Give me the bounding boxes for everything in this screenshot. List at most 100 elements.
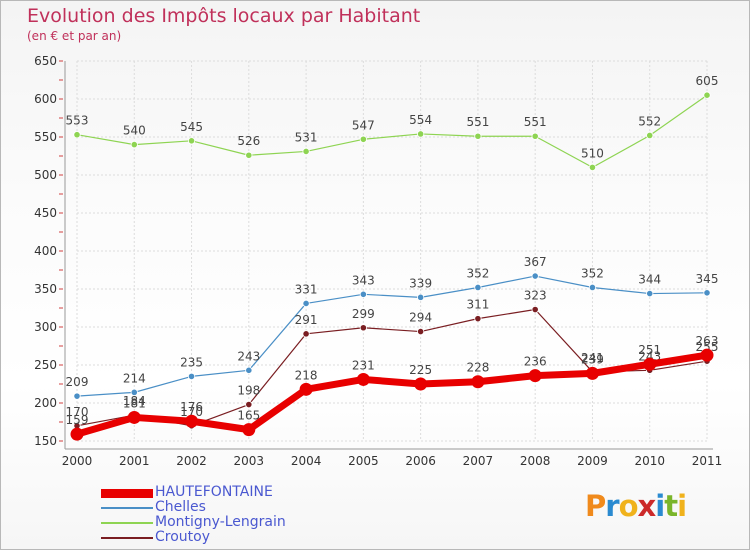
logo-letter: r xyxy=(605,489,619,523)
data-label-chelles: 344 xyxy=(638,273,661,287)
legend-label-montigny-lengrain: Montigny-Lengrain xyxy=(155,514,286,530)
y-tick-label: 200 xyxy=(34,396,57,410)
data-point-chelles xyxy=(302,299,310,308)
data-label-hautefontaine: 236 xyxy=(524,355,547,369)
logo-letter: i xyxy=(677,489,687,523)
data-point-montigny-lengrain xyxy=(187,137,196,145)
data-point-montigny-lengrain xyxy=(359,135,367,143)
data-label-montigny-lengrain: 540 xyxy=(123,124,146,138)
data-point-chelles xyxy=(417,293,425,301)
data-label-montigny-lengrain: 531 xyxy=(295,130,318,144)
x-tick-label: 2004 xyxy=(291,454,322,468)
data-label-montigny-lengrain: 552 xyxy=(638,114,661,128)
logo-letter: x xyxy=(637,489,657,523)
legend-swatch-hautefontaine xyxy=(101,488,153,498)
data-label-croutoy: 311 xyxy=(466,298,489,312)
data-point-chelles xyxy=(531,272,539,280)
data-point-chelles xyxy=(474,283,482,292)
data-point-montigny-lengrain xyxy=(646,131,654,140)
data-label-chelles: 209 xyxy=(66,375,89,389)
x-tick-label: 2002 xyxy=(176,454,207,468)
data-label-montigny-lengrain: 605 xyxy=(696,74,719,88)
data-label-montigny-lengrain: 526 xyxy=(237,134,260,148)
y-tick-label: 550 xyxy=(34,130,57,144)
data-label-croutoy: 299 xyxy=(352,307,375,321)
data-point-hautefontaine xyxy=(299,382,313,396)
x-tick-label: 2005 xyxy=(348,454,379,468)
x-tick-label: 2006 xyxy=(405,454,436,468)
data-label-hautefontaine: 228 xyxy=(466,361,489,375)
data-point-montigny-lengrain xyxy=(302,147,310,156)
data-point-hautefontaine xyxy=(70,427,84,441)
legend-swatch-croutoy xyxy=(101,537,153,539)
data-point-chelles xyxy=(703,289,711,297)
legend-label-chelles: Chelles xyxy=(155,499,206,515)
logo-letter: i xyxy=(655,489,665,523)
data-label-chelles: 352 xyxy=(466,266,489,280)
data-label-montigny-lengrain: 545 xyxy=(180,120,203,134)
data-label-croutoy: 323 xyxy=(524,289,547,303)
y-tick-label: 500 xyxy=(34,168,57,182)
data-point-hautefontaine xyxy=(585,366,599,380)
data-label-chelles: 235 xyxy=(180,355,203,369)
data-point-hautefontaine xyxy=(185,414,199,428)
logo-letter: o xyxy=(618,489,639,523)
data-point-montigny-lengrain xyxy=(474,132,482,140)
x-tick-label: 2010 xyxy=(634,454,665,468)
data-point-croutoy xyxy=(531,305,539,314)
y-tick-label: 350 xyxy=(34,282,57,296)
data-point-montigny-lengrain xyxy=(531,132,539,140)
data-point-croutoy xyxy=(417,327,425,336)
data-point-hautefontaine xyxy=(471,375,485,389)
x-tick-label: 2009 xyxy=(577,454,608,468)
data-label-chelles: 345 xyxy=(696,272,719,286)
logo-letter: t xyxy=(664,489,678,523)
data-point-chelles xyxy=(588,283,597,292)
data-label-hautefontaine: 231 xyxy=(352,358,375,372)
data-label-croutoy: 170 xyxy=(180,405,203,419)
data-point-montigny-lengrain xyxy=(130,141,138,149)
data-label-hautefontaine: 159 xyxy=(66,413,89,427)
data-label-chelles: 352 xyxy=(581,266,604,280)
data-point-croutoy xyxy=(302,330,310,338)
data-label-croutoy: 294 xyxy=(409,311,432,325)
series-line-hautefontaine xyxy=(73,351,711,438)
data-label-chelles: 343 xyxy=(352,273,375,287)
data-label-croutoy: 241 xyxy=(581,351,604,365)
x-tick-label: 2001 xyxy=(119,454,150,468)
chart-title: Evolution des Impôts locaux par Habitant xyxy=(27,5,421,27)
series-line-chelles xyxy=(76,275,708,397)
data-label-montigny-lengrain: 553 xyxy=(66,114,89,128)
data-label-croutoy: 184 xyxy=(123,394,146,408)
data-point-hautefontaine xyxy=(643,357,657,371)
data-point-montigny-lengrain xyxy=(245,151,253,159)
data-point-chelles xyxy=(359,290,367,298)
data-label-montigny-lengrain: 510 xyxy=(581,146,604,160)
y-tick-label: 450 xyxy=(34,206,57,220)
data-point-chelles xyxy=(130,388,138,396)
legend-label-croutoy: Croutoy xyxy=(155,529,211,545)
data-point-hautefontaine xyxy=(356,372,370,386)
proxiti-logo: Proxiti xyxy=(585,489,687,523)
data-point-hautefontaine xyxy=(127,410,141,424)
data-label-hautefontaine: 251 xyxy=(638,343,661,357)
data-label-montigny-lengrain: 547 xyxy=(352,118,375,132)
data-label-chelles: 367 xyxy=(524,255,547,269)
x-tick-label: 2000 xyxy=(62,454,93,468)
y-tick-label: 600 xyxy=(34,92,57,106)
y-tick-label: 300 xyxy=(34,320,57,334)
data-label-croutoy: 198 xyxy=(237,384,260,398)
data-label-hautefontaine: 176 xyxy=(180,400,203,414)
data-label-croutoy: 255 xyxy=(696,340,719,354)
y-tick-label: 150 xyxy=(34,434,57,448)
data-label-montigny-lengrain: 554 xyxy=(409,113,432,127)
data-point-montigny-lengrain xyxy=(588,163,597,171)
data-label-croutoy: 170 xyxy=(66,405,89,419)
data-point-montigny-lengrain xyxy=(703,91,711,99)
x-tick-label: 2007 xyxy=(463,454,494,468)
data-point-croutoy xyxy=(474,315,482,323)
data-point-montigny-lengrain xyxy=(73,131,81,139)
y-tick-label: 400 xyxy=(34,244,57,258)
x-tick-label: 2003 xyxy=(234,454,265,468)
